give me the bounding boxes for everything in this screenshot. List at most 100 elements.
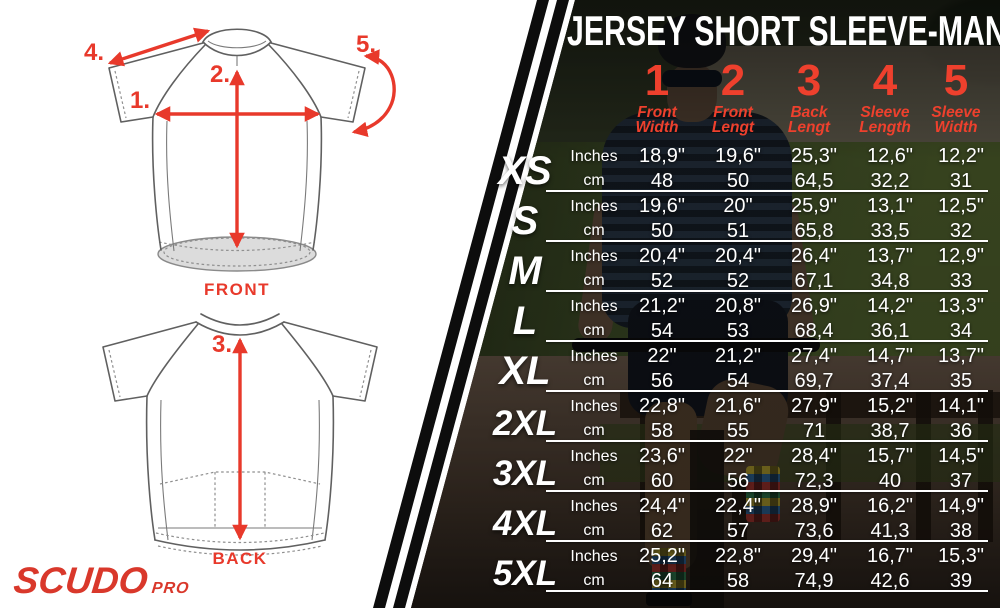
value-cell: 50: [726, 170, 750, 192]
value-cell: 13,7": [866, 245, 914, 267]
value-cell: 36,1: [870, 320, 910, 342]
value-cell: 74,9: [794, 570, 834, 592]
value-cell: 20": [723, 195, 753, 217]
table-row-s: S Inches cm 19,6" 20" 25,9" 13,1" 12,5" …: [470, 194, 992, 244]
unit-inches-label: Inches: [570, 198, 618, 215]
value-cell: 73,6: [794, 520, 834, 542]
value-cell: 25,3": [790, 145, 838, 167]
unit-inches-label: Inches: [570, 248, 618, 265]
table-row-xs: XS Inches cm 18,9" 19,6" 25,3" 12,6" 12,…: [470, 144, 992, 194]
value-cell: 12,9": [937, 245, 985, 267]
column-header-1: 1 Front Width: [602, 58, 712, 135]
value-cell: 67,1: [794, 270, 834, 292]
value-cell: 31: [949, 170, 973, 192]
value-cell: 14,9": [937, 495, 985, 517]
value-cell: 54: [726, 370, 750, 392]
value-cell: 38,7: [870, 420, 910, 442]
brand-suffix: PRO: [150, 580, 191, 597]
marker-2-label: 2.: [210, 61, 230, 88]
value-cell: 35: [949, 370, 973, 392]
value-cell: 18,9": [638, 145, 686, 167]
value-cell: 60: [650, 470, 674, 492]
value-cell: 27,4": [790, 345, 838, 367]
value-cell: 50: [650, 220, 674, 242]
brand-logo: SCUDO PRO: [11, 560, 192, 601]
table-row-xl: XL Inches cm 22" 21,2" 27,4" 14,7" 13,7"…: [470, 344, 992, 394]
row-divider: [546, 590, 988, 592]
unit-inches-label: Inches: [570, 298, 618, 315]
arrow-sleeve-length: [107, 27, 211, 67]
value-cell: 28,4": [790, 445, 838, 467]
value-cell: 37: [949, 470, 973, 492]
front-jersey-diagram: 1. 2. 4. 5. FRONT: [84, 27, 396, 299]
value-cell: 22,8": [714, 545, 762, 567]
value-cell: 39: [949, 570, 973, 592]
size-label: XS: [498, 149, 552, 193]
unit-inches-label: Inches: [570, 498, 618, 515]
row-divider: [546, 440, 988, 442]
column-label: Front: [637, 104, 677, 121]
column-number: 2: [720, 56, 746, 105]
column-number: 4: [872, 56, 898, 105]
column-label: Lengt: [787, 118, 831, 136]
value-cell: 54: [650, 320, 674, 342]
value-cell: 19,6": [638, 195, 686, 217]
value-cell: 32: [949, 220, 973, 242]
value-cell: 22": [723, 445, 753, 467]
row-divider: [546, 390, 988, 392]
value-cell: 42,6: [870, 570, 910, 592]
arrow-sleeve-width: [351, 49, 396, 138]
value-cell: 22": [647, 345, 677, 367]
brand-name: SCUDO: [11, 560, 150, 601]
row-divider: [546, 240, 988, 242]
value-cell: 26,4": [790, 245, 838, 267]
value-cell: 14,2": [866, 295, 914, 317]
column-number: 1: [644, 56, 670, 105]
value-cell: 13,3": [937, 295, 985, 317]
back-caption: BACK: [212, 549, 267, 568]
value-cell: 52: [726, 270, 750, 292]
column-header-5: 5 Sleeve Width: [901, 58, 1000, 135]
value-cell: 12,6": [866, 145, 914, 167]
size-label: XL: [499, 349, 551, 393]
value-cell: 13,1": [866, 195, 914, 217]
column-label: Width: [934, 118, 978, 136]
value-cell: 36: [949, 420, 973, 442]
table-row-3xl: 3XL Inches cm 23,6" 22" 28,4" 15,7" 14,5…: [470, 444, 992, 494]
unit-inches-label: Inches: [570, 148, 618, 165]
value-cell: 58: [726, 570, 750, 592]
value-cell: 29,4": [790, 545, 838, 567]
value-cell: 58: [650, 420, 674, 442]
value-cell: 24,4": [638, 495, 686, 517]
row-divider: [546, 190, 988, 192]
unit-cm-label: cm: [583, 522, 605, 539]
column-header-3: 3 Back Lengt: [754, 58, 864, 135]
value-cell: 38: [949, 520, 973, 542]
unit-inches-label: Inches: [570, 448, 618, 465]
value-cell: 62: [650, 520, 674, 542]
value-cell: 22,8": [638, 395, 686, 417]
row-divider: [546, 340, 988, 342]
column-label: Lengt: [711, 118, 755, 136]
front-caption: FRONT: [204, 280, 270, 299]
value-cell: 19,6": [714, 145, 762, 167]
size-label: L: [512, 299, 538, 343]
value-cell: 53: [726, 320, 750, 342]
back-jersey-diagram: 3. BACK: [102, 313, 378, 568]
column-label: Front: [713, 104, 753, 121]
chart-title: JERSEY SHORT SLEEVE-MAN: [567, 7, 1000, 54]
value-cell: 34: [949, 320, 973, 342]
value-cell: 68,4: [794, 320, 834, 342]
value-cell: 14,1": [937, 395, 985, 417]
value-cell: 12,5": [937, 195, 985, 217]
value-cell: 23,6": [638, 445, 686, 467]
column-number: 3: [796, 56, 822, 105]
value-cell: 15,7": [866, 445, 914, 467]
value-cell: 71: [802, 420, 826, 442]
value-cell: 56: [650, 370, 674, 392]
table-row-l: L Inches cm 21,2" 20,8" 26,9" 14,2" 13,3…: [470, 294, 992, 344]
value-cell: 32,2: [870, 170, 910, 192]
value-cell: 20,4": [638, 245, 686, 267]
size-label: 5XL: [492, 554, 558, 593]
value-cell: 33,5: [870, 220, 910, 242]
